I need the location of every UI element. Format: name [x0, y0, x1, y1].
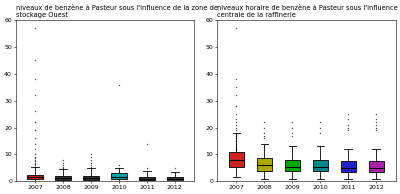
Point: [261, 126, 268, 129]
Text: niveaux de benzène à Pasteur sous l'influence de la zone de
stockage Ouest: niveaux de benzène à Pasteur sous l'infl…: [16, 5, 218, 18]
Point: [32, 158, 38, 161]
Point: [261, 134, 268, 137]
Point: [60, 165, 66, 168]
Point: [32, 161, 38, 164]
Point: [233, 149, 240, 152]
Point: [32, 165, 38, 168]
Point: [233, 147, 240, 151]
Point: [172, 166, 178, 170]
Point: [32, 160, 38, 163]
Point: [32, 26, 38, 29]
Point: [32, 94, 38, 97]
Point: [32, 78, 38, 81]
Point: [144, 166, 150, 170]
Point: [60, 161, 66, 164]
Point: [261, 121, 268, 124]
Point: [373, 113, 380, 116]
Bar: [83, 176, 99, 180]
Bar: [167, 177, 182, 181]
Point: [60, 158, 66, 161]
Bar: [368, 161, 384, 172]
Point: [233, 139, 240, 143]
Point: [233, 121, 240, 124]
Point: [345, 118, 352, 121]
Bar: [257, 158, 272, 171]
Point: [289, 121, 296, 124]
Point: [32, 142, 38, 145]
Bar: [341, 161, 356, 172]
Point: [373, 126, 380, 129]
Point: [60, 168, 66, 171]
Point: [345, 129, 352, 132]
Point: [32, 110, 38, 113]
Bar: [285, 160, 300, 171]
Point: [289, 126, 296, 129]
Point: [88, 158, 94, 161]
Point: [233, 129, 240, 132]
Point: [373, 129, 380, 132]
Bar: [27, 175, 43, 179]
Point: [233, 134, 240, 137]
Point: [88, 153, 94, 156]
Point: [373, 121, 380, 124]
Point: [233, 118, 240, 121]
Point: [88, 165, 94, 168]
Point: [345, 123, 352, 126]
Point: [317, 126, 324, 129]
Bar: [139, 177, 155, 180]
Point: [233, 105, 240, 108]
Point: [233, 94, 240, 97]
Bar: [229, 152, 244, 167]
Point: [32, 59, 38, 62]
Bar: [313, 160, 328, 171]
Point: [32, 129, 38, 132]
Point: [373, 123, 380, 126]
Point: [32, 162, 38, 165]
Point: [233, 146, 240, 149]
Point: [116, 166, 122, 170]
Point: [32, 153, 38, 156]
Point: [233, 137, 240, 140]
Point: [32, 157, 38, 160]
Point: [233, 113, 240, 116]
Point: [88, 164, 94, 167]
Point: [116, 83, 122, 86]
Point: [32, 156, 38, 159]
Point: [233, 78, 240, 81]
Point: [345, 113, 352, 116]
Point: [289, 131, 296, 134]
Point: [233, 145, 240, 148]
Point: [233, 142, 240, 145]
Point: [261, 137, 268, 140]
Point: [345, 126, 352, 129]
Point: [32, 137, 38, 140]
Point: [32, 164, 38, 167]
Point: [233, 126, 240, 129]
Point: [60, 164, 66, 167]
Point: [32, 121, 38, 124]
Point: [32, 147, 38, 151]
Point: [88, 156, 94, 159]
Point: [317, 121, 324, 124]
Point: [88, 161, 94, 164]
Point: [144, 142, 150, 145]
Text: niveaux horaire de benzène à Pasteur sous l'influence de la partie
centrale de l: niveaux horaire de benzène à Pasteur sou…: [217, 4, 400, 18]
Point: [116, 164, 122, 167]
Point: [317, 131, 324, 134]
Point: [233, 86, 240, 89]
Point: [88, 166, 94, 170]
Point: [261, 131, 268, 134]
Point: [60, 166, 66, 170]
Point: [373, 118, 380, 121]
Bar: [111, 173, 127, 179]
Point: [233, 123, 240, 126]
Bar: [55, 176, 71, 180]
Point: [289, 134, 296, 137]
Point: [233, 131, 240, 134]
Point: [233, 26, 240, 29]
